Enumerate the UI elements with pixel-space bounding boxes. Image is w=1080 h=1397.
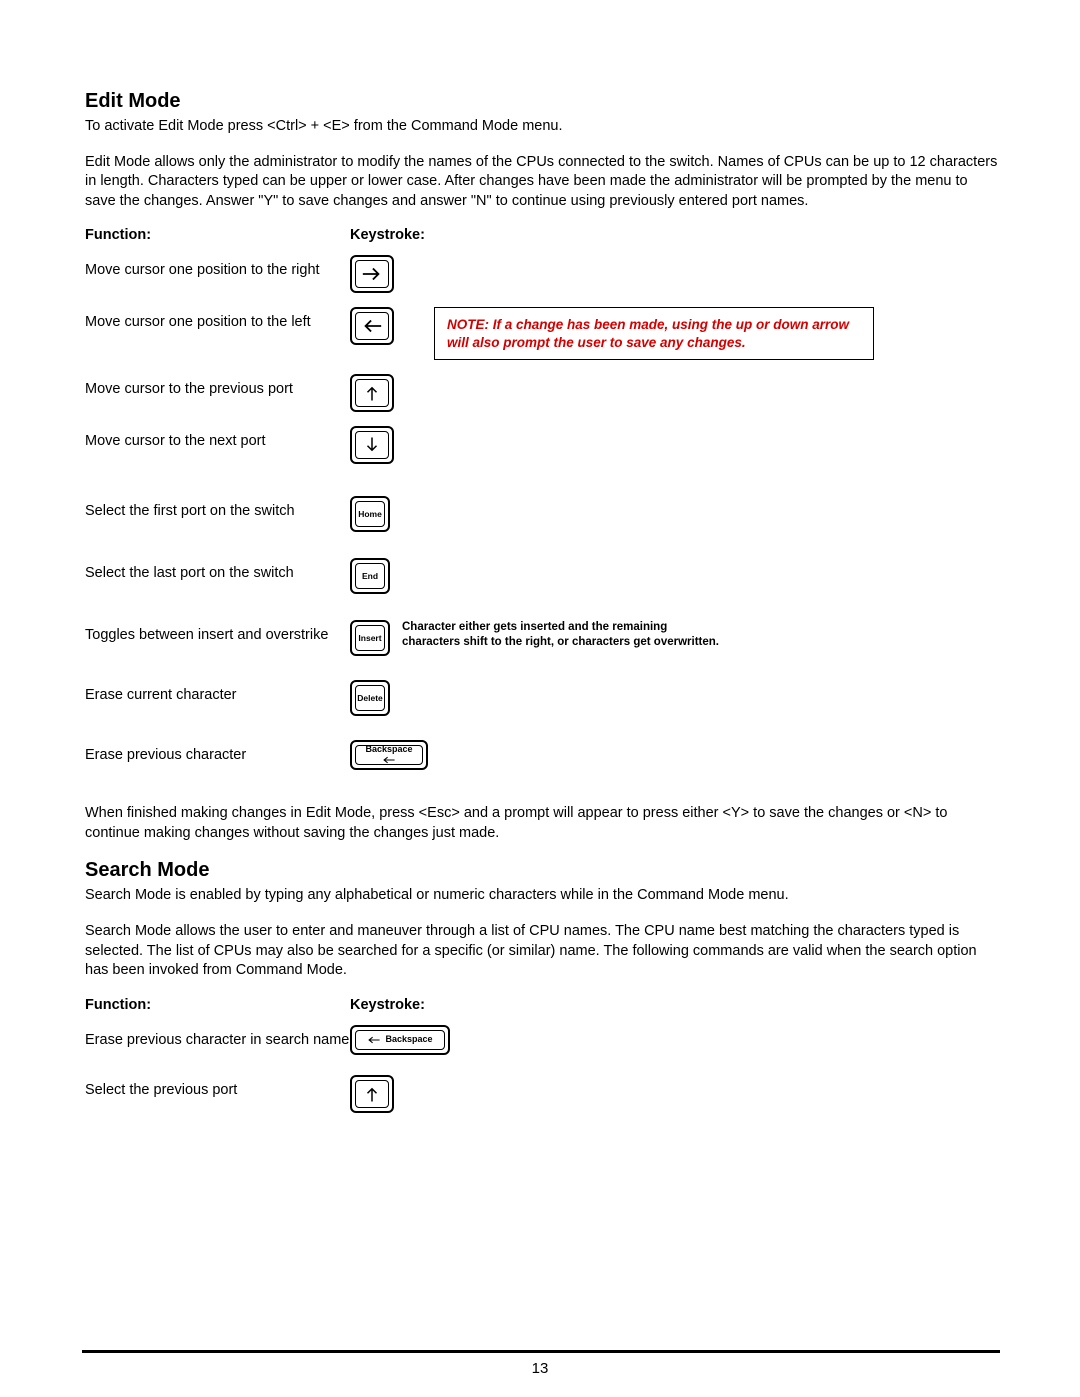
arrow-left-icon	[361, 317, 383, 335]
edit-mode-para1: Edit Mode allows only the administrator …	[85, 153, 1000, 212]
insert-key: Insert	[350, 620, 390, 656]
footer-rule	[82, 1350, 1000, 1353]
delete-key-label: Delete	[355, 685, 385, 711]
backspace-key-label: Backspace	[365, 745, 412, 754]
row-erase-current: Erase current character Delete	[85, 680, 1000, 716]
key-cell	[350, 255, 394, 293]
key-cell: End	[350, 558, 390, 594]
func-text: Erase previous character in search name	[85, 1025, 350, 1050]
header-keystroke: Keystroke:	[350, 997, 425, 1013]
key-cell	[350, 1075, 394, 1113]
header-function: Function:	[85, 227, 350, 243]
arrow-right-icon	[361, 265, 383, 283]
backspace-key-label: Backspace	[385, 1035, 432, 1044]
page: Edit Mode To activate Edit Mode press <C…	[0, 0, 1080, 1397]
key-cell	[350, 426, 394, 464]
func-text: Move cursor one position to the right	[85, 255, 350, 280]
arrow-right-key	[350, 255, 394, 293]
func-text: Select the previous port	[85, 1075, 350, 1100]
key-cell: Backspace	[350, 1025, 450, 1055]
key-cell: Backspace	[350, 740, 428, 770]
func-text: Toggles between insert and overstrike	[85, 620, 350, 645]
backspace-key: Backspace	[350, 740, 428, 770]
func-text: Move cursor to the next port	[85, 426, 350, 451]
func-text: Erase previous character	[85, 740, 350, 765]
edit-mode-intro: To activate Edit Mode press <Ctrl> + <E>…	[85, 117, 1000, 137]
func-text: Erase current character	[85, 680, 350, 705]
key-cell: Insert Character either gets inserted an…	[350, 620, 722, 656]
key-cell: Delete	[350, 680, 390, 716]
header-function: Function:	[85, 997, 350, 1013]
search-mode-headers: Function: Keystroke:	[85, 997, 1000, 1013]
func-text: Select the first port on the switch	[85, 496, 350, 521]
row-cursor-right: Move cursor one position to the right	[85, 255, 1000, 293]
header-keystroke: Keystroke:	[350, 227, 425, 243]
row-search-prev-port: Select the previous port	[85, 1075, 1000, 1113]
arrow-left-icon	[367, 1035, 381, 1045]
key-cell	[350, 374, 394, 412]
edit-mode-title: Edit Mode	[85, 90, 1000, 113]
row-last-port: Select the last port on the switch End	[85, 558, 1000, 594]
row-next-port: Move cursor to the next port	[85, 426, 1000, 464]
row-search-backspace: Erase previous character in search name …	[85, 1025, 1000, 1055]
insert-key-label: Insert	[355, 625, 385, 651]
func-text: Move cursor to the previous port	[85, 374, 350, 399]
note-box: NOTE: If a change has been made, using t…	[434, 307, 874, 360]
row-erase-previous: Erase previous character Backspace	[85, 740, 1000, 770]
func-text: Move cursor one position to the left	[85, 307, 350, 332]
search-mode-intro: Search Mode is enabled by typing any alp…	[85, 886, 1000, 906]
edit-mode-headers: Function: Keystroke:	[85, 227, 1000, 243]
insert-side-note: Character either gets inserted and the r…	[402, 620, 722, 650]
key-cell: Home	[350, 496, 390, 532]
key-cell: NOTE: If a change has been made, using t…	[350, 307, 874, 360]
search-mode-para1: Search Mode allows the user to enter and…	[85, 922, 1000, 981]
arrow-up-key	[350, 374, 394, 412]
row-insert-overstrike: Toggles between insert and overstrike In…	[85, 620, 1000, 656]
row-cursor-left: Move cursor one position to the left NOT…	[85, 307, 1000, 360]
end-key: End	[350, 558, 390, 594]
search-mode-title: Search Mode	[85, 859, 1000, 882]
arrow-left-key	[350, 307, 394, 345]
delete-key: Delete	[350, 680, 390, 716]
home-key-label: Home	[355, 501, 385, 527]
arrow-down-icon	[361, 436, 383, 454]
func-text: Select the last port on the switch	[85, 558, 350, 583]
arrow-up-key	[350, 1075, 394, 1113]
arrow-down-key	[350, 426, 394, 464]
row-first-port: Select the first port on the switch Home	[85, 496, 1000, 532]
arrow-left-icon	[382, 755, 396, 765]
page-number: 13	[0, 1360, 1080, 1377]
end-key-label: End	[355, 563, 385, 589]
arrow-up-icon	[361, 1085, 383, 1103]
home-key: Home	[350, 496, 390, 532]
backspace-key: Backspace	[350, 1025, 450, 1055]
arrow-up-icon	[361, 384, 383, 402]
edit-mode-outro: When finished making changes in Edit Mod…	[85, 804, 1000, 843]
note-text: NOTE: If a change has been made, using t…	[447, 317, 849, 350]
row-prev-port: Move cursor to the previous port	[85, 374, 1000, 412]
